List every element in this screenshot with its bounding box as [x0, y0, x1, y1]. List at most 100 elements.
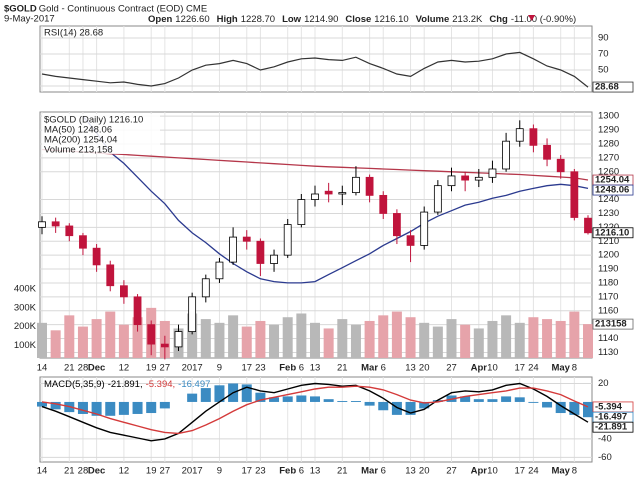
x-tick-label: Feb: [279, 466, 296, 477]
x-tick-label: 2017: [182, 466, 203, 477]
x-tick-label: 10: [487, 363, 498, 374]
candle-body: [256, 240, 265, 264]
value-tag: 213158: [595, 319, 627, 330]
histogram-bar: [214, 385, 225, 402]
histogram-bar: [583, 401, 593, 418]
candle-body: [338, 192, 347, 195]
legend: $GOLD (Daily) 1216.10: [44, 115, 143, 126]
x-tick-label: 6: [381, 466, 386, 477]
volume-tick-label: 400K: [14, 284, 37, 295]
x-tick-label: Mar: [361, 363, 378, 374]
histogram-bar: [419, 401, 430, 409]
x-tick-label: 2017: [182, 363, 203, 374]
histogram-bar: [269, 397, 280, 402]
x-tick-label: 27: [446, 363, 457, 374]
value-tag: -21.891: [595, 422, 628, 433]
volume-bar: [323, 328, 334, 358]
stat-label: High: [217, 14, 238, 25]
x-tick-label: 21: [337, 363, 348, 374]
value-tag: -5.394: [595, 401, 623, 412]
x-tick-label: 13: [405, 466, 416, 477]
x-tick-label: 17: [514, 363, 525, 374]
y-tick-label: 50: [598, 65, 609, 76]
x-tick-label: 24: [528, 363, 539, 374]
moving-average: [41, 148, 589, 181]
volume-bar: [528, 317, 539, 358]
value-tag: 1254.04: [595, 175, 630, 186]
candle-body: [406, 235, 415, 246]
candle-body: [365, 176, 374, 196]
candle-body: [502, 140, 511, 170]
candle-body: [420, 211, 429, 246]
histogram-bar: [323, 399, 334, 402]
panel-frame: [39, 25, 593, 93]
histogram-bar: [37, 401, 47, 407]
candle-body: [229, 236, 238, 263]
stats: Open 1226.60 High 1228.70 Low 1214.90 Close 121…: [148, 14, 576, 25]
y-tick-label: 1140: [598, 333, 618, 344]
x-tick-label: 21: [337, 466, 348, 477]
volume-bar: [118, 324, 129, 358]
y-tick-label: 1260: [598, 166, 619, 177]
stat-value: 1226.60: [175, 14, 209, 25]
value-tag-box: [592, 227, 634, 239]
down-arrow: [528, 15, 536, 21]
value-tag: 1216.10: [595, 227, 629, 238]
histogram-bar: [159, 401, 170, 409]
volume-bar: [132, 317, 143, 358]
volume-bar: [269, 324, 280, 358]
volume-bar: [555, 320, 566, 358]
candle-body: [215, 261, 224, 280]
histogram-bar: [241, 384, 252, 402]
histogram-bar: [569, 401, 580, 415]
legend-box: [42, 114, 160, 154]
histogram-bar: [487, 399, 498, 402]
stat-value: 1214.90: [304, 14, 338, 25]
volume-tick-label: 300K: [14, 302, 37, 313]
y-tick-label: 1200: [598, 250, 619, 261]
volume-bar: [569, 311, 580, 358]
x-tick-label: 19: [146, 363, 157, 374]
legend: MA(50) 1248.06: [44, 125, 112, 136]
y-tick-label: 20: [598, 378, 609, 389]
volume-bar: [350, 324, 361, 358]
candle-body: [515, 128, 524, 142]
y-tick-label: 1170: [598, 291, 618, 302]
volume-bar: [310, 322, 320, 358]
candle-body: [147, 324, 156, 345]
y-tick-label: 1240: [598, 194, 619, 205]
y-tick-label: 1270: [598, 152, 619, 163]
stat-label: Low: [282, 14, 302, 25]
volume-bar: [446, 319, 457, 358]
stat-value: -11.00 (-0.90%): [511, 14, 576, 25]
volume-bar: [105, 311, 116, 358]
macd-line: [41, 382, 589, 442]
candle-body: [297, 199, 306, 225]
x-tick-label: 10: [487, 466, 498, 477]
candle-body: [106, 264, 115, 287]
volume-bar: [214, 322, 225, 358]
y-tick-label: 1180: [598, 277, 618, 288]
histogram-bar: [514, 397, 525, 402]
x-tick-label: Dec: [88, 466, 105, 477]
volume-tick-label: 200K: [14, 321, 37, 332]
volume-bar: [514, 322, 525, 358]
x-tick-label: 23: [255, 363, 266, 374]
volume-bar: [419, 322, 430, 358]
volume-bar: [405, 317, 416, 358]
x-tick-label: 27: [160, 363, 171, 374]
x-tick-label: 6: [381, 363, 386, 374]
volume-bar: [501, 315, 512, 358]
candle-body: [529, 128, 538, 146]
x-tick-label: 14: [37, 363, 48, 374]
candle-body: [38, 221, 46, 228]
histogram-bar: [282, 396, 293, 402]
x-tick-label: 20: [419, 363, 430, 374]
histogram-bar: [350, 401, 361, 402]
stat-label: Volume: [416, 14, 450, 25]
histogram-bar: [50, 401, 61, 410]
histogram-bar: [542, 401, 553, 408]
histogram-bar: [405, 401, 416, 415]
panel-frame: [39, 376, 593, 463]
histogram-bar: [432, 400, 443, 402]
